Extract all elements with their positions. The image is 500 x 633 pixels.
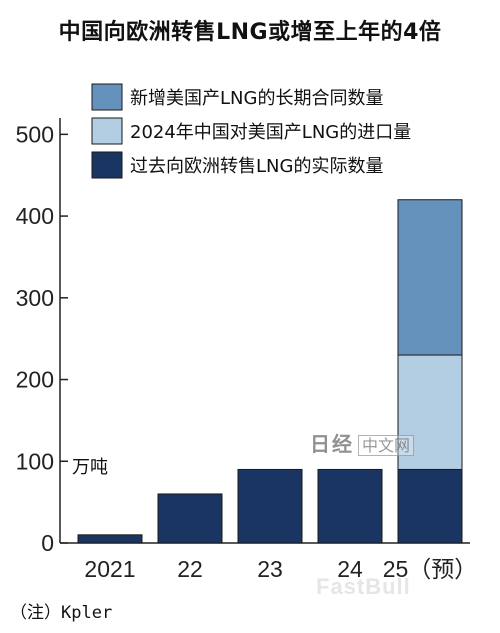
y-tick-label: 0 [41,530,54,556]
y-tick-label: 500 [16,121,54,147]
bars-layer: 2021 22 23 24 25（预） [77,199,478,582]
bar-segment [237,468,303,544]
bar-segment [397,199,463,356]
legend-swatch [91,117,123,145]
x-tick-label: 25（预） [383,556,478,582]
legend-label: 过去向欧洲转售LNG的实际数量 [130,156,383,177]
legend: 新增美国产LNG的长期合同数量 2024年中国对美国产LNG的进口量过去向欧洲转售… [91,83,411,179]
bar-segment [397,468,463,544]
nikkei-watermark-brand: 日经 [310,432,354,456]
y-tick-label: 400 [16,203,54,229]
x-tick-label: 23 [257,556,283,582]
fastbull-watermark: FastBull [316,574,411,599]
bar-segment [77,534,143,544]
y-tick-label: 100 [16,448,54,474]
bar-segment [397,354,463,470]
x-tick-label: 2021 [84,556,135,582]
x-tick-label: 24 [337,556,363,582]
nikkei-watermark: 日经 中文网 [310,428,415,457]
legend-swatch [91,83,123,111]
nikkei-watermark-text: 中文网 [358,435,415,456]
unit-label: 万吨 [72,457,108,478]
legend-swatch [91,151,123,179]
legend-label: 2024年中国对美国产LNG的进口量 [130,122,411,143]
legend-label: 新增美国产LNG的长期合同数量 [130,88,383,109]
source-note: （注）Kpler [10,603,113,623]
y-tick-label: 300 [16,285,54,311]
bar-segment [317,468,383,544]
y-tick-label: 200 [16,367,54,393]
bar-segment [157,493,223,544]
chart-title: 中国向欧洲转售LNG或增至上年的4倍 [58,20,442,45]
x-tick-label: 22 [177,556,203,582]
